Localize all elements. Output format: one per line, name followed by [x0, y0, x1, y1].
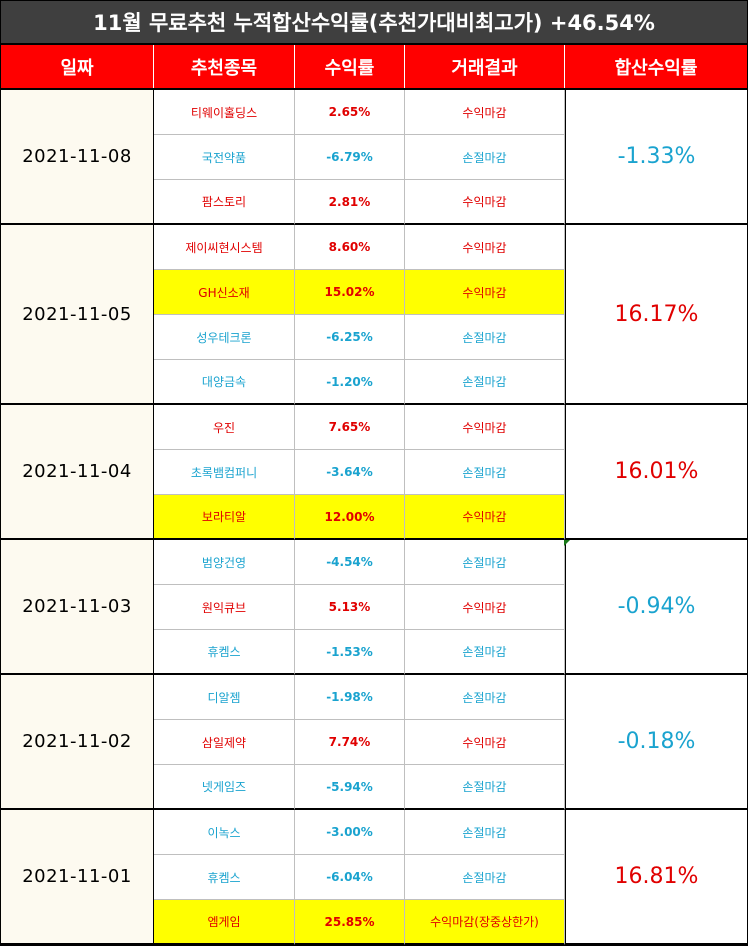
return-rate-cell: -3.00%: [295, 810, 405, 855]
return-rate-cell: -1.98%: [295, 675, 405, 720]
stock-name-cell: 보라티알: [154, 495, 295, 540]
return-rate-cell: -3.64%: [295, 450, 405, 495]
date-cell: 2021-11-04: [1, 405, 154, 540]
trade-result-cell: 손절마감: [405, 765, 565, 810]
total-return-cell: 16.81%: [565, 810, 747, 945]
stock-name-cell: 디알젬: [154, 675, 295, 720]
trade-result-cell: 수익마감: [405, 225, 565, 270]
header-result: 거래결과: [405, 45, 565, 88]
return-rate-cell: 25.85%: [295, 900, 405, 945]
return-rate-cell: -1.53%: [295, 630, 405, 675]
trade-result-cell: 수익마감: [405, 585, 565, 630]
return-rate-cell: -6.04%: [295, 855, 405, 900]
stock-name-cell: 엠게임: [154, 900, 295, 945]
stock-name-cell: 초록뱀컴퍼니: [154, 450, 295, 495]
trade-result-cell: 손절마감: [405, 540, 565, 585]
trade-result-cell: 손절마감: [405, 630, 565, 675]
total-return-cell: -1.33%: [565, 90, 747, 225]
trade-result-cell: 손절마감: [405, 855, 565, 900]
stock-name-cell: 이녹스: [154, 810, 295, 855]
return-rate-cell: 12.00%: [295, 495, 405, 540]
trade-result-cell: 수익마감: [405, 180, 565, 225]
header-total: 합산수익률: [614, 57, 698, 79]
stock-name-cell: 티웨이홀딩스: [154, 90, 295, 135]
stock-name-cell: 휴켐스: [154, 630, 295, 675]
trade-result-cell: 손절마감: [405, 360, 565, 405]
stock-name-cell: 국전약품: [154, 135, 295, 180]
stock-name-cell: 제이씨현시스템: [154, 225, 295, 270]
header-stock: 추천종목: [154, 45, 295, 88]
stock-name-cell: 원익큐브: [154, 585, 295, 630]
sheet-title: 11월 무료추천 누적합산수익률(추천가대비최고가) +46.54%: [1, 1, 747, 45]
trade-result-cell: 손절마감: [405, 135, 565, 180]
date-cell: 2021-11-05: [1, 225, 154, 405]
trade-result-cell: 수익마감: [405, 90, 565, 135]
date-cell: 2021-11-02: [1, 675, 154, 810]
return-rate-cell: -4.54%: [295, 540, 405, 585]
trade-result-cell: 수익마감: [405, 495, 565, 540]
cell-comment-marker: [564, 540, 570, 546]
header-rate: 수익률: [295, 45, 405, 88]
stock-name-cell: 범양건영: [154, 540, 295, 585]
date-cell: 2021-11-03: [1, 540, 154, 675]
return-rate-cell: -5.94%: [295, 765, 405, 810]
date-cell: 2021-11-01: [1, 810, 154, 945]
return-rate-cell: 15.02%: [295, 270, 405, 315]
trade-result-cell: 수익마감(장중상한가): [405, 900, 565, 945]
return-rate-cell: 8.60%: [295, 225, 405, 270]
trade-result-cell: 손절마감: [405, 450, 565, 495]
return-rate-cell: 2.81%: [295, 180, 405, 225]
return-rate-cell: -6.25%: [295, 315, 405, 360]
trade-result-cell: 손절마감: [405, 810, 565, 855]
return-rate-cell: -6.79%: [295, 135, 405, 180]
total-return-cell: -0.94%: [565, 540, 747, 675]
stock-name-cell: 우진: [154, 405, 295, 450]
stock-name-cell: 넷게임즈: [154, 765, 295, 810]
stock-name-cell: 삼일제약: [154, 720, 295, 765]
stock-name-cell: 휴켐스: [154, 855, 295, 900]
header-date: 일짜: [1, 45, 154, 88]
trade-result-cell: 손절마감: [405, 675, 565, 720]
trade-result-cell: 수익마감: [405, 270, 565, 315]
return-rate-cell: 2.65%: [295, 90, 405, 135]
stock-name-cell: 성우테크론: [154, 315, 295, 360]
return-rate-cell: 7.74%: [295, 720, 405, 765]
total-return-cell: 16.01%: [565, 405, 747, 540]
stock-name-cell: 팜스토리: [154, 180, 295, 225]
stock-name-cell: GH신소재: [154, 270, 295, 315]
table-header: 일짜 추천종목 수익률 거래결과 합산수익률: [1, 45, 747, 90]
trade-result-cell: 수익마감: [405, 720, 565, 765]
return-rate-cell: 5.13%: [295, 585, 405, 630]
date-cell: 2021-11-08: [1, 90, 154, 225]
total-return-cell: 16.17%: [565, 225, 747, 405]
total-return-cell: -0.18%: [565, 675, 747, 810]
stock-name-cell: 대양금속: [154, 360, 295, 405]
trade-result-cell: 손절마감: [405, 315, 565, 360]
return-rate-cell: 7.65%: [295, 405, 405, 450]
return-rate-cell: -1.20%: [295, 360, 405, 405]
trade-result-cell: 수익마감: [405, 405, 565, 450]
